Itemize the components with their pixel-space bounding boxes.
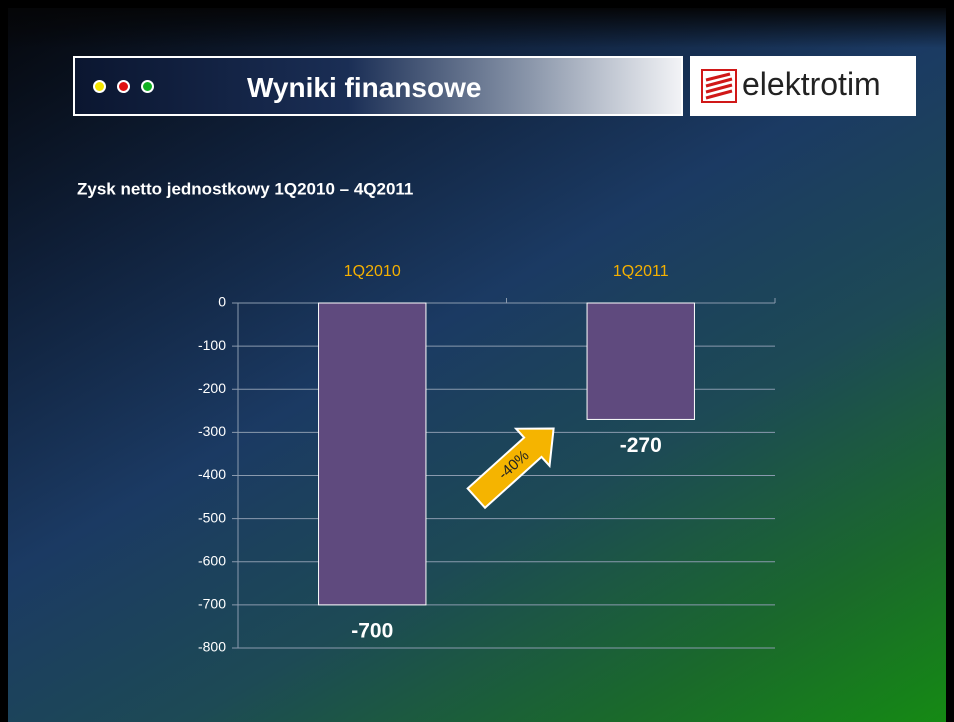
bar [318, 302, 427, 606]
header-title: Wyniki finansowe [247, 72, 482, 103]
chart-title: Zysk netto jednostkowy 1Q2010 – 4Q2011 [77, 179, 413, 198]
y-tick-label: -800 [198, 639, 226, 655]
dot-yellow [93, 80, 106, 93]
y-tick-label: 0 [218, 294, 226, 310]
logo-text: elektrotim [742, 66, 881, 102]
logo: elektrotim [690, 56, 916, 116]
x-tick-label: 1Q2011 [613, 263, 669, 280]
x-tick-label: 1Q2010 [344, 263, 401, 280]
top-band [8, 8, 946, 48]
logo-icon [701, 69, 737, 103]
dot-green [141, 80, 154, 93]
y-tick-label: -500 [198, 509, 226, 525]
dot-red [117, 80, 130, 93]
value-label: -270 [620, 434, 662, 457]
y-tick-label: -100 [198, 337, 226, 353]
y-tick-label: -300 [198, 423, 226, 439]
y-tick-label: -400 [198, 466, 226, 482]
annotation-arrow: -40% [466, 427, 555, 510]
bar [586, 302, 695, 420]
header-bar: Wyniki finansowe [73, 56, 683, 116]
value-label: -700 [351, 619, 393, 642]
y-tick-label: -200 [198, 380, 226, 396]
y-tick-label: -600 [198, 552, 226, 568]
y-tick-label: -700 [198, 596, 226, 612]
